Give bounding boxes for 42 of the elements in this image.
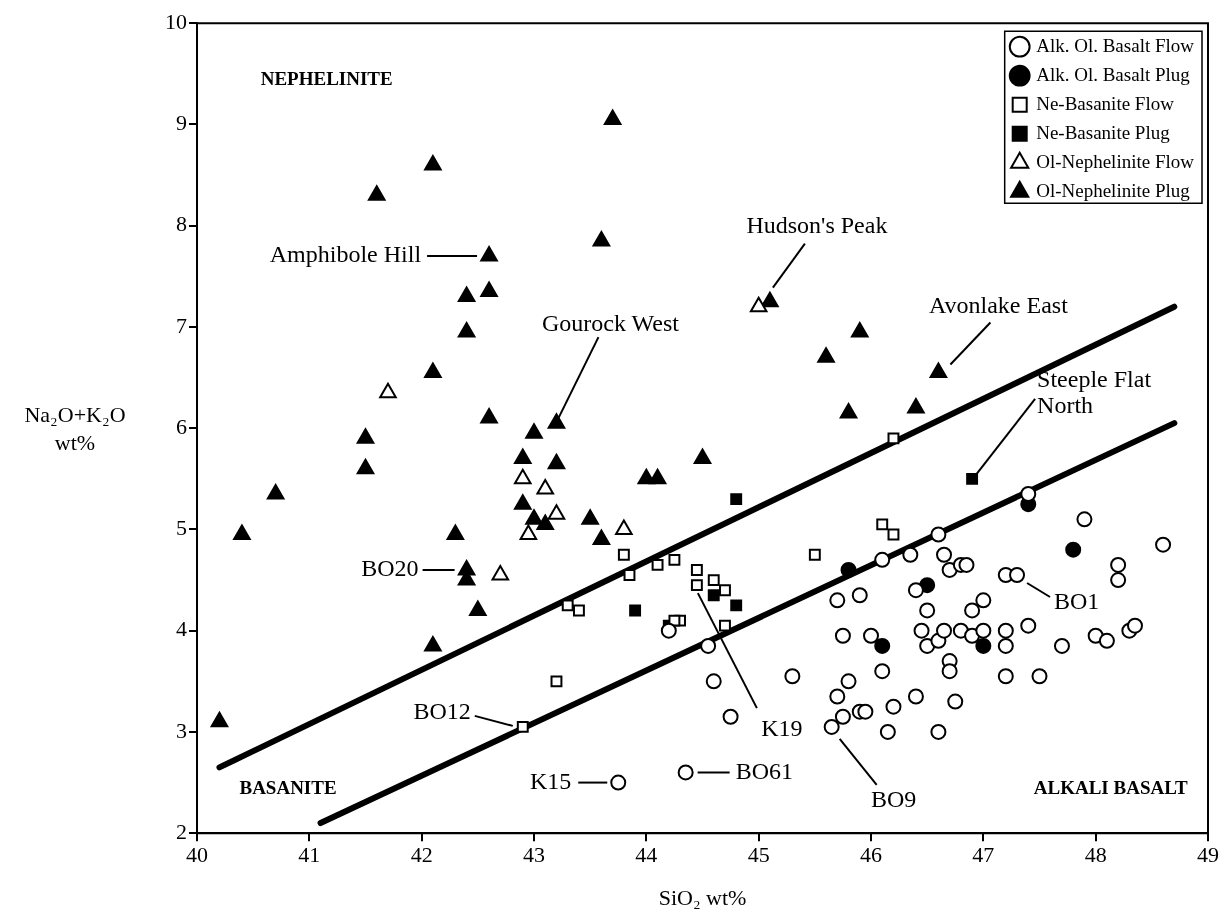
legend-label: Ol-Nephelinite Plug <box>1036 179 1191 201</box>
annotation: Hudson's Peak <box>746 211 888 238</box>
annotation: ALKALI BASALT <box>1033 776 1189 798</box>
x-tick-label: 46 <box>860 842 882 868</box>
x-tick-label: 42 <box>410 842 433 868</box>
annotation: BO1 <box>1054 588 1100 615</box>
annotation: BO61 <box>735 757 793 784</box>
x-tick-label: 41 <box>298 842 321 868</box>
annotation: BO20 <box>361 555 419 582</box>
x-tick-label: 44 <box>635 842 658 868</box>
y-tick-label: 4 <box>176 616 187 642</box>
y-tick-label: 3 <box>176 717 187 743</box>
annotation: K15 <box>529 767 572 794</box>
annotation: Amphibole Hill <box>269 241 422 268</box>
y-axis-title: Na₂O+K₂O wt% <box>24 401 126 455</box>
legend-label: Ol-Nephelinite Flow <box>1036 150 1195 172</box>
legend-label: Alk. Ol. Basalt Flow <box>1036 34 1195 56</box>
y-tick-label: 6 <box>176 413 187 439</box>
x-tick-label: 45 <box>747 842 770 868</box>
y-tick-label: 8 <box>176 211 187 237</box>
legend-label: Ne-Basanite Plug <box>1036 121 1171 143</box>
annotation: BO12 <box>413 698 471 725</box>
y-tick-label: 5 <box>176 515 187 541</box>
x-tick-label: 40 <box>186 842 208 868</box>
y-tick-label: 2 <box>176 818 187 844</box>
x-tick-label: 48 <box>1084 842 1107 868</box>
annotation: BASANITE <box>239 776 337 798</box>
annotation: NEPHELINITE <box>260 67 393 89</box>
annotation: Gourock West <box>542 310 680 337</box>
y-tick-label: 10 <box>165 8 187 34</box>
annotation: BO9 <box>871 786 917 813</box>
legend-label: Ne-Basanite Flow <box>1036 92 1175 114</box>
y-tick-label: 9 <box>176 110 187 136</box>
annotation: K19 <box>761 715 803 742</box>
x-tick-label: 43 <box>523 842 545 868</box>
annotation: Avonlake East <box>928 291 1069 318</box>
x-tick-label: 49 <box>1197 842 1219 868</box>
annotation: Steeple Flat North <box>1037 366 1152 419</box>
x-tick-label: 47 <box>972 842 995 868</box>
x-axis-title: SiO₂ wt% <box>658 884 747 910</box>
legend-label: Alk. Ol. Basalt Plug <box>1036 63 1191 85</box>
y-tick-label: 7 <box>176 312 187 338</box>
